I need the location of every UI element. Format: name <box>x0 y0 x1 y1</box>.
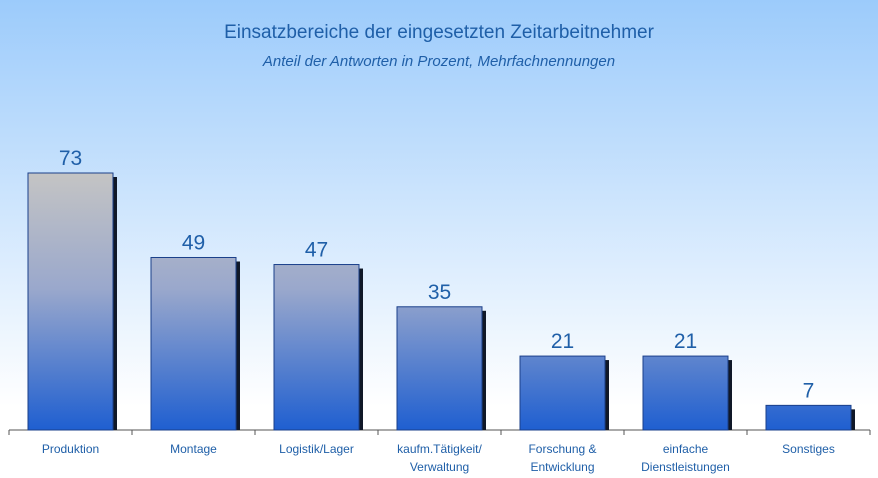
x-tick-label: Logistik/Lager <box>279 442 354 456</box>
value-label: 7 <box>803 379 815 402</box>
value-label: 49 <box>182 231 205 254</box>
x-tick-label: einfache Dienstleistungen <box>641 442 730 474</box>
bar <box>642 355 729 431</box>
value-label: 73 <box>59 147 82 170</box>
x-tick-label: Sonstiges <box>782 442 835 456</box>
x-tick-label: Produktion <box>41 442 100 456</box>
bar <box>27 172 114 431</box>
bar <box>519 355 606 431</box>
bar <box>765 404 852 431</box>
bar <box>150 256 237 431</box>
x-tick-label: kaufm.Tätigkeit/ Verwaltung <box>397 442 482 474</box>
value-label: 21 <box>674 330 697 353</box>
chart-title: Einsatzbereiche der eingesetzten Zeitarb… <box>224 22 654 43</box>
chart-subtitle: Anteil der Antworten in Prozent, Mehrfac… <box>262 53 616 70</box>
value-label: 35 <box>428 281 451 304</box>
bar <box>273 264 360 431</box>
value-label: 21 <box>551 330 574 353</box>
bar <box>396 306 483 431</box>
value-label: 47 <box>305 239 328 262</box>
x-tick-label: Forschung & Entwicklung <box>528 442 597 474</box>
x-tick-label: Montage <box>170 442 217 456</box>
plot: 73 49 47 35 21 21 7 <box>8 147 871 435</box>
